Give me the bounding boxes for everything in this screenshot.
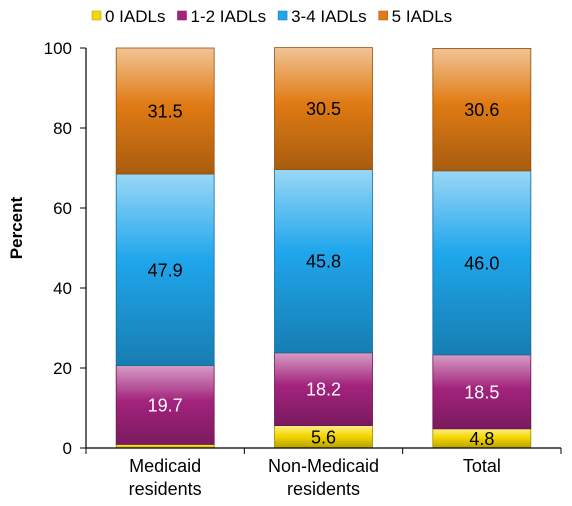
- data-label: 30.5: [306, 99, 341, 119]
- bar-stack-2: 4.8 18.5 46.0 30.6: [432, 48, 532, 449]
- data-label: 18.2: [306, 380, 341, 400]
- bar-segment: [115, 173, 215, 367]
- bar-segment: [432, 170, 532, 356]
- legend-swatch: [91, 10, 102, 21]
- data-label: 45.8: [306, 252, 341, 272]
- y-tick-label: 40: [53, 279, 72, 298]
- bar-segment: [115, 365, 215, 445]
- legend-item-1: 1-2 IADLs: [177, 7, 266, 26]
- bar-segment: [274, 352, 373, 426]
- bar-segment: [432, 48, 532, 172]
- y-tick-label: 100: [44, 39, 72, 58]
- data-label: 18.5: [464, 382, 499, 402]
- legend-label: 1-2 IADLs: [190, 7, 266, 26]
- data-label: 31.5: [148, 102, 183, 122]
- data-label: 19.7: [148, 396, 183, 416]
- y-tick-label: 80: [53, 119, 72, 138]
- bar-segment: [274, 169, 373, 354]
- data-label: 46.0: [464, 253, 499, 273]
- legend-label: 5 IADLs: [392, 7, 452, 26]
- data-label: 4.8: [469, 429, 494, 449]
- legend-swatch: [277, 10, 288, 21]
- bar-segment: [115, 47, 215, 175]
- data-label: 47.9: [148, 260, 183, 280]
- legend-swatch: [378, 10, 388, 21]
- legend-label: 3-4 IADLs: [291, 7, 367, 26]
- legend-label: 0 IADLs: [105, 7, 165, 26]
- bar-segment: [432, 354, 532, 430]
- y-tick-label: 0: [63, 439, 72, 458]
- data-label: 30.6: [464, 100, 499, 120]
- y-axis-label: Percent: [7, 196, 26, 259]
- bar-stack-0: 19.7 47.9 31.5: [115, 47, 215, 449]
- legend-item-2: 3-4 IADLs: [277, 7, 367, 26]
- x-category-label: Non-Medicaid: [268, 456, 379, 476]
- y-axis-ticks: 0 20 40 60 80 100: [44, 39, 86, 458]
- x-category-label: Total: [463, 456, 501, 476]
- x-category-label: Medicaid: [129, 456, 201, 476]
- x-category-label: residents: [287, 479, 360, 499]
- legend-swatch: [177, 10, 187, 21]
- y-tick-label: 60: [53, 199, 72, 218]
- data-label: 5.6: [311, 427, 336, 447]
- x-category-label: residents: [129, 479, 202, 499]
- bar-segment: [274, 47, 373, 170]
- bar-stack-1: 5.6 18.2 45.8 30.5: [274, 47, 373, 449]
- legend-item-3: 5 IADLs: [378, 7, 452, 26]
- axes: [85, 48, 562, 454]
- legend-item-0: 0 IADLs: [91, 7, 165, 26]
- legend: 0 IADLs 1-2 IADLs 3-4 IADLs 5 IADLs: [91, 7, 452, 26]
- x-axis-categories: Medicaid residents Non-Medicaid residents To…: [129, 456, 501, 499]
- bars: 19.7 47.9 31.5 5.6 18.2 45.8 30.5 4.8 18.5 46.0 30…: [115, 47, 532, 449]
- y-tick-label: 20: [53, 359, 72, 378]
